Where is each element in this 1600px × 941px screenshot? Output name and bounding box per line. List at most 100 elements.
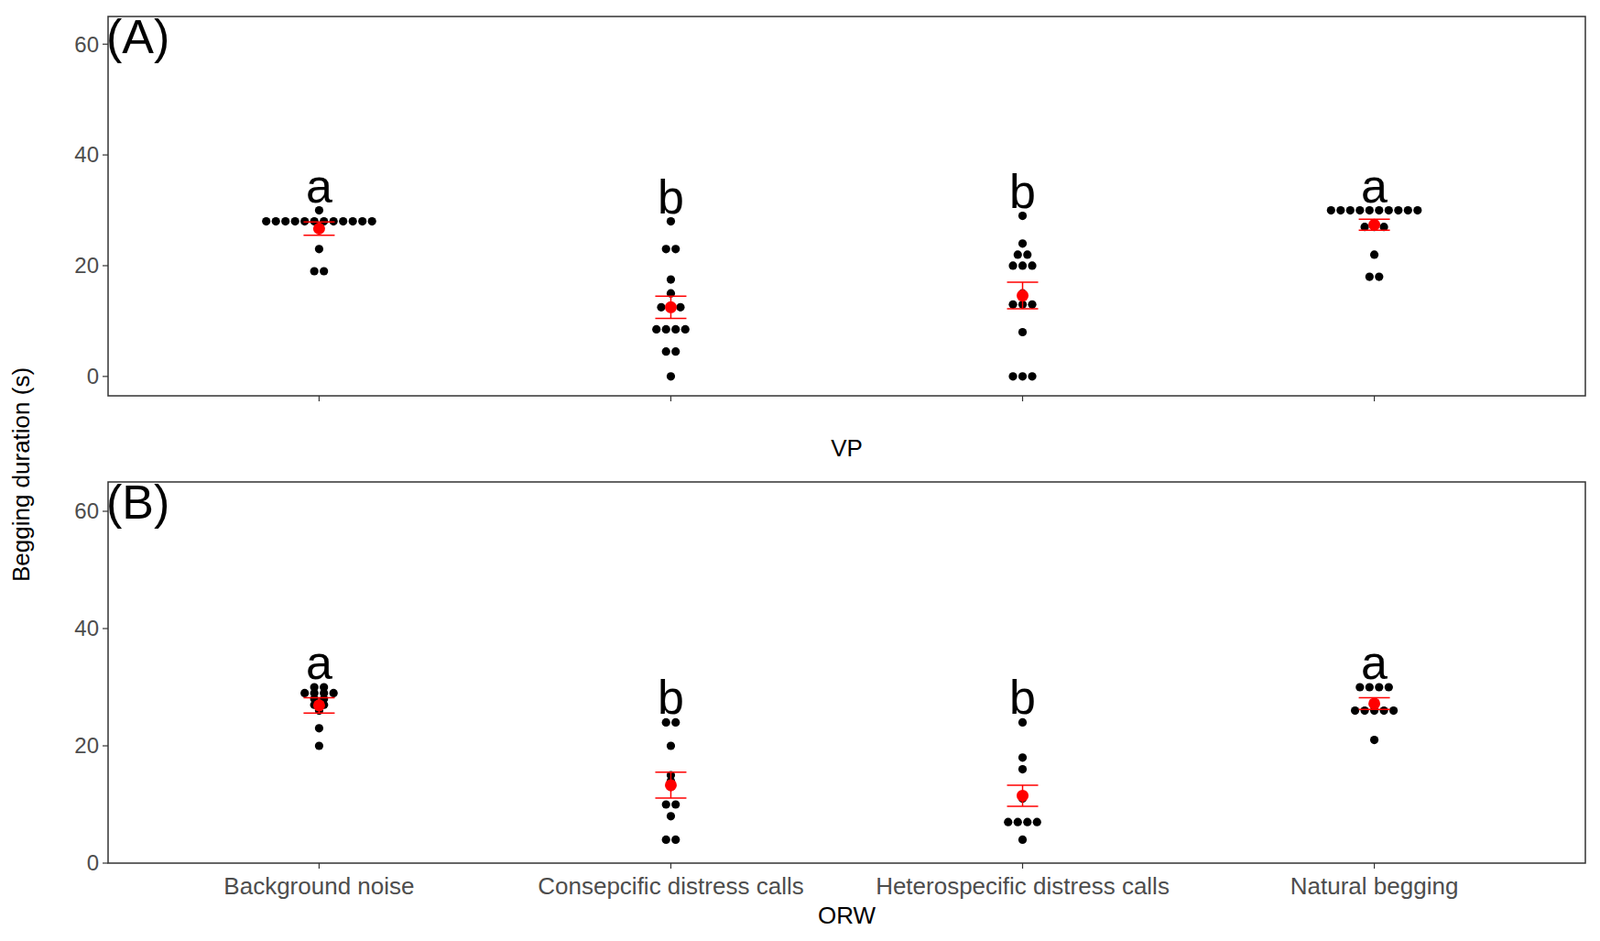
data-point: [662, 244, 671, 253]
y-tick-label: 20: [74, 732, 99, 758]
data-point: [666, 740, 675, 750]
x-tick-label: Natural begging: [1290, 871, 1459, 900]
data-point: [1327, 206, 1336, 215]
y-tick: [102, 375, 109, 377]
data-point: [1027, 300, 1036, 309]
data-point: [1018, 371, 1027, 381]
panel: 0204060abba(A)VP: [74, 10, 1586, 462]
error-bar: [654, 295, 686, 318]
data-point: [662, 347, 671, 356]
data-point: [671, 347, 680, 356]
data-point: [338, 217, 348, 226]
data-point: [1346, 206, 1355, 215]
significance-letter: a: [1360, 159, 1388, 213]
x-tick: [1022, 395, 1024, 402]
data-point: [671, 244, 680, 253]
data-point: [261, 217, 271, 226]
data-point: [310, 266, 319, 275]
data-point: [1018, 239, 1027, 248]
error-bar: [1359, 697, 1391, 710]
x-tick: [318, 862, 320, 869]
mean-point: [313, 222, 326, 235]
data-point: [1370, 250, 1379, 259]
data-point: [681, 325, 690, 334]
data-point: [1027, 371, 1036, 381]
y-tick: [102, 861, 109, 863]
error-cap: [1007, 805, 1039, 807]
data-point: [666, 274, 675, 283]
data-point: [666, 371, 675, 381]
data-point: [1370, 735, 1379, 744]
data-point: [671, 799, 680, 808]
error-bar: [303, 221, 335, 236]
data-point: [1003, 817, 1013, 827]
y-tick: [102, 153, 109, 155]
data-point: [652, 325, 661, 334]
data-point: [358, 217, 367, 226]
data-point: [1350, 706, 1360, 715]
error-bar: [1007, 784, 1039, 806]
data-point: [662, 835, 671, 844]
y-tick-label: 60: [74, 32, 99, 57]
data-point: [1008, 300, 1017, 309]
panel-tag: (A): [106, 10, 170, 64]
data-point: [348, 217, 358, 226]
error-cap: [1007, 783, 1039, 786]
error-cap: [654, 796, 686, 799]
plot-frame: [108, 481, 1586, 863]
y-tick-label: 20: [74, 252, 99, 278]
mean-point: [1368, 218, 1381, 231]
data-point: [315, 740, 324, 750]
error-cap: [1007, 281, 1039, 283]
error-cap: [654, 294, 686, 297]
data-point: [272, 217, 281, 226]
data-point: [662, 325, 671, 334]
y-tick-label: 40: [74, 141, 99, 167]
data-point: [1389, 706, 1398, 715]
data-point: [656, 303, 665, 312]
error-bar: [654, 772, 686, 798]
x-tick: [670, 862, 672, 869]
plot-frame: [108, 16, 1586, 396]
mean-point: [1368, 696, 1381, 709]
data-point: [1365, 272, 1374, 281]
data-point: [1013, 250, 1023, 259]
significance-letter: b: [1009, 164, 1036, 218]
significance-letter: b: [657, 670, 685, 724]
data-point: [1018, 327, 1027, 337]
data-point: [281, 217, 290, 226]
significance-letter: b: [1009, 670, 1036, 724]
data-point: [1013, 817, 1023, 827]
data-point: [300, 688, 309, 697]
error-cap: [654, 771, 686, 773]
data-point: [1018, 752, 1027, 762]
y-tick: [102, 264, 109, 266]
y-tick-label: 0: [87, 849, 99, 875]
data-point: [1018, 835, 1027, 844]
x-tick: [318, 395, 320, 402]
data-point: [1023, 817, 1032, 827]
error-cap: [654, 317, 686, 320]
x-axis-label: VP: [830, 434, 863, 462]
data-point: [1018, 261, 1027, 270]
error-bar: [1007, 282, 1039, 309]
data-point: [1018, 764, 1027, 773]
x-tick: [670, 395, 672, 402]
data-layer: [261, 206, 1422, 381]
error-cap: [303, 711, 335, 714]
data-point: [1023, 250, 1032, 259]
significance-letter: a: [305, 635, 333, 689]
y-tick-label: 0: [87, 363, 99, 389]
data-layer: [300, 682, 1398, 844]
data-point: [1404, 206, 1413, 215]
data-point: [1360, 706, 1369, 715]
data-point: [666, 811, 675, 820]
data-point: [315, 723, 324, 732]
y-axis-label: Begging duration (s): [7, 367, 35, 582]
data-point: [1336, 206, 1345, 215]
data-point: [291, 217, 300, 226]
data-point: [1008, 371, 1017, 381]
x-axis-label: ORW: [817, 901, 877, 929]
x-tick-label: Consepcific distress calls: [537, 871, 804, 900]
y-tick: [102, 627, 109, 629]
